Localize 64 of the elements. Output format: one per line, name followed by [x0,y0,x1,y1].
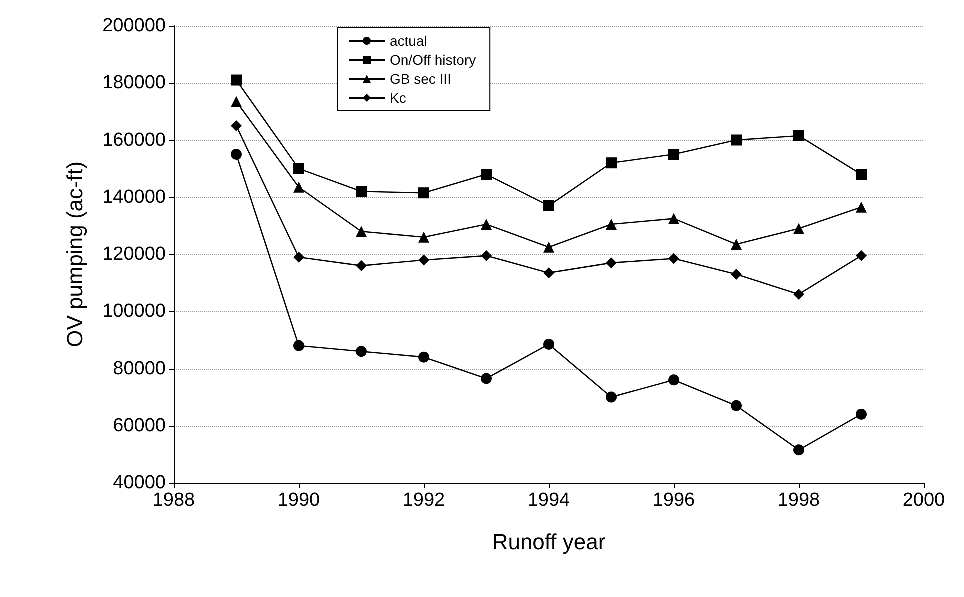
y-tick-label: 60000 [113,415,166,436]
point [731,134,742,146]
point [356,226,367,238]
point [856,408,867,420]
point [544,242,554,253]
legend-label: Kc [390,90,406,106]
point [231,120,242,132]
legend-label: GB sec III [390,71,452,87]
point [856,169,867,180]
point [418,254,430,266]
point [544,268,554,279]
point [418,188,430,199]
point [794,444,804,456]
point [606,158,617,169]
point [856,202,867,213]
point [856,250,867,262]
x-tick-label: 1992 [402,490,446,511]
legend-label: actual [390,33,428,49]
point [731,239,742,250]
legend-label: On/Off history [390,52,476,68]
point [231,149,242,160]
point [794,130,804,142]
point [668,253,680,264]
y-tick-label: 180000 [102,72,166,94]
y-tick-label: 120000 [102,244,166,265]
point [731,268,742,280]
x-tick-label: 1996 [652,490,696,511]
point [356,346,367,358]
point [481,169,492,180]
point [794,223,804,234]
point [668,149,680,160]
y-tick-label: 80000 [113,358,166,380]
point [231,74,242,86]
point [356,260,367,272]
point [606,258,617,269]
x-tick-label: 1990 [278,490,320,511]
point [606,219,617,230]
point [294,163,304,174]
point [481,250,492,262]
point [418,352,430,363]
x-tick-label: 1994 [528,490,571,511]
x-tick-label: 2000 [902,490,946,511]
point [794,288,804,300]
point [606,392,617,403]
x-tick-label: 1998 [778,490,820,511]
point [544,338,554,350]
y-tick-label: 160000 [102,130,166,151]
y-tick-label: 200000 [102,16,166,36]
point [418,232,430,243]
y-axis-title: OV pumping (ac-ft) [62,162,88,348]
point [544,200,554,212]
point [668,374,680,386]
point [294,252,304,263]
point [481,219,492,230]
point [231,96,242,108]
x-axis-title: Runoff year [492,530,606,554]
point [356,186,367,198]
point [294,340,304,352]
point [668,213,680,224]
point [731,400,742,412]
point [294,182,304,193]
y-tick-label: 100000 [102,301,166,322]
point [481,373,492,384]
y-tick-label: 140000 [102,186,166,208]
